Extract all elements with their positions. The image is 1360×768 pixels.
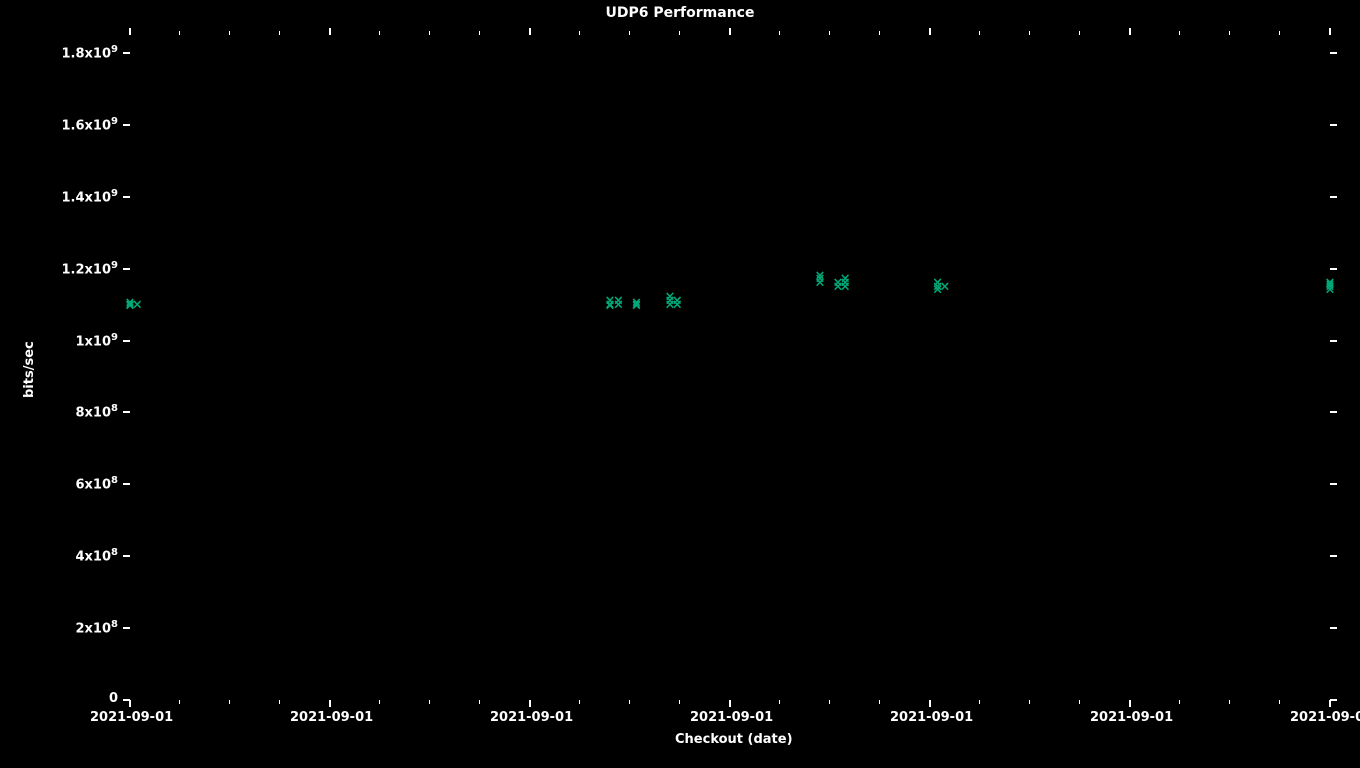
data-point: × — [815, 277, 826, 290]
x-minor-tick-mark — [1029, 31, 1030, 35]
x-minor-tick-mark — [379, 31, 380, 35]
y-tick-mark — [1330, 124, 1337, 126]
y-tick-mark — [123, 268, 130, 270]
x-minor-tick-mark — [1279, 700, 1280, 704]
x-minor-tick-mark — [479, 31, 480, 35]
x-minor-tick-mark — [829, 700, 830, 704]
x-minor-tick-mark — [429, 700, 430, 704]
data-point: × — [631, 300, 642, 313]
x-tick-label: 2021-09-01 — [690, 710, 773, 725]
x-minor-tick-mark — [179, 700, 180, 704]
y-tick-label: 2x108 — [76, 619, 119, 636]
y-tick-label: 0 — [109, 691, 118, 706]
data-point: × — [840, 280, 851, 293]
y-tick-mark — [123, 555, 130, 557]
x-minor-tick-mark — [179, 31, 180, 35]
x-minor-tick-mark — [629, 31, 630, 35]
x-tick-label: 2021-09-01 — [90, 710, 173, 725]
x-tick-mark — [129, 700, 131, 707]
y-tick-label: 8x108 — [76, 403, 119, 420]
x-tick-mark — [729, 28, 731, 35]
x-minor-tick-mark — [229, 700, 230, 704]
x-tick-mark — [329, 700, 331, 707]
chart-title: UDP6 Performance — [0, 5, 1360, 21]
x-tick-mark — [729, 700, 731, 707]
y-tick-mark — [123, 52, 130, 54]
y-tick-mark — [123, 627, 130, 629]
y-tick-mark — [1330, 627, 1337, 629]
y-tick-mark — [1330, 268, 1337, 270]
y-tick-mark — [123, 411, 130, 413]
y-tick-mark — [123, 483, 130, 485]
y-tick-mark — [123, 124, 130, 126]
y-tick-label: 1.4x109 — [62, 188, 118, 205]
x-minor-tick-mark — [679, 700, 680, 704]
data-point: × — [672, 295, 683, 308]
x-minor-tick-mark — [629, 700, 630, 704]
y-tick-mark — [1330, 555, 1337, 557]
y-tick-mark — [123, 340, 130, 342]
y-tick-label: 1.8x109 — [62, 44, 118, 61]
x-minor-tick-mark — [379, 700, 380, 704]
x-minor-tick-mark — [779, 700, 780, 704]
x-minor-tick-mark — [979, 31, 980, 35]
x-tick-mark — [529, 700, 531, 707]
x-tick-mark — [1129, 28, 1131, 35]
y-tick-mark — [1330, 483, 1337, 485]
x-tick-mark — [329, 28, 331, 35]
x-minor-tick-mark — [479, 700, 480, 704]
data-point: × — [132, 298, 143, 311]
chart-container: UDP6 Performance bits/sec Checkout (date… — [0, 0, 1360, 768]
y-tick-label: 4x108 — [76, 547, 119, 564]
x-tick-mark — [1329, 28, 1331, 35]
x-minor-tick-mark — [279, 700, 280, 704]
x-minor-tick-mark — [1229, 31, 1230, 35]
y-tick-mark — [1330, 411, 1337, 413]
y-tick-mark — [1330, 699, 1337, 701]
data-point: × — [1325, 278, 1336, 291]
x-tick-label: 2021-09-01 — [290, 710, 373, 725]
y-tick-mark — [1330, 196, 1337, 198]
x-tick-label: 2021-09-0 — [1290, 710, 1360, 725]
y-tick-label: 1.2x109 — [62, 260, 118, 277]
y-tick-mark — [123, 196, 130, 198]
x-minor-tick-mark — [879, 700, 880, 704]
x-minor-tick-mark — [1229, 700, 1230, 704]
x-tick-label: 2021-09-01 — [890, 710, 973, 725]
x-minor-tick-mark — [979, 700, 980, 704]
x-tick-label: 2021-09-01 — [490, 710, 573, 725]
y-tick-mark — [1330, 52, 1337, 54]
x-minor-tick-mark — [1179, 31, 1180, 35]
x-tick-mark — [529, 28, 531, 35]
x-tick-mark — [1129, 700, 1131, 707]
x-minor-tick-mark — [1279, 31, 1280, 35]
x-minor-tick-mark — [1079, 700, 1080, 704]
x-minor-tick-mark — [279, 31, 280, 35]
x-minor-tick-mark — [579, 31, 580, 35]
x-minor-tick-mark — [879, 31, 880, 35]
x-minor-tick-mark — [1179, 700, 1180, 704]
x-minor-tick-mark — [1029, 700, 1030, 704]
data-point: × — [939, 280, 950, 293]
x-tick-mark — [129, 28, 131, 35]
data-point: × — [613, 295, 624, 308]
x-tick-mark — [929, 700, 931, 707]
x-minor-tick-mark — [779, 31, 780, 35]
x-axis-label: Checkout (date) — [675, 732, 793, 747]
x-tick-mark — [929, 28, 931, 35]
y-tick-label: 1.6x109 — [62, 116, 118, 133]
x-minor-tick-mark — [1079, 31, 1080, 35]
x-minor-tick-mark — [679, 31, 680, 35]
x-minor-tick-mark — [579, 700, 580, 704]
y-tick-mark — [1330, 340, 1337, 342]
x-tick-label: 2021-09-01 — [1090, 710, 1173, 725]
x-minor-tick-mark — [229, 31, 230, 35]
y-axis-label: bits/sec — [22, 341, 37, 398]
x-minor-tick-mark — [429, 31, 430, 35]
y-tick-label: 6x108 — [76, 475, 119, 492]
x-minor-tick-mark — [829, 31, 830, 35]
y-tick-label: 1x109 — [76, 332, 119, 349]
x-tick-mark — [1329, 700, 1331, 707]
